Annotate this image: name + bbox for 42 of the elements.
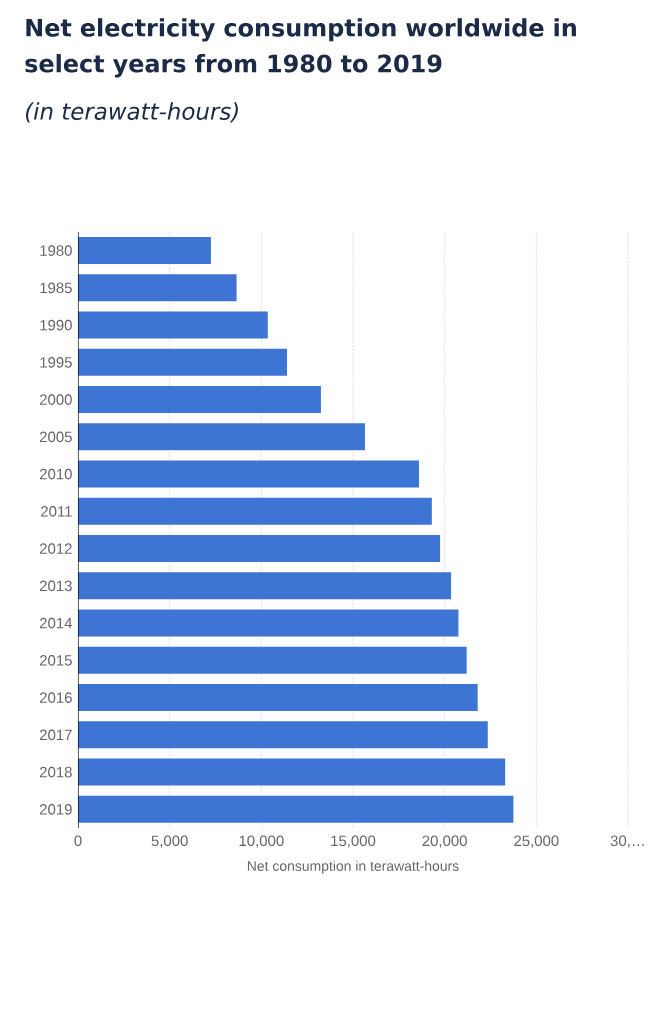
bar — [78, 684, 478, 712]
y-tick-label: 1990 — [40, 319, 72, 331]
bar — [78, 497, 432, 525]
bar — [78, 758, 506, 786]
chart-title: Net electricity consumption worldwide in select years from 1980 to 2019 — [25, 18, 576, 78]
bar — [78, 311, 268, 339]
bar — [78, 646, 467, 674]
x-tick-label: 25,000 — [514, 835, 559, 848]
y-tick-label: 1985 — [40, 282, 72, 294]
bar — [78, 423, 365, 451]
bar — [78, 609, 459, 637]
y-tick-label: 2015 — [39, 655, 72, 666]
x-tick-label: 15,000 — [331, 835, 376, 848]
y-tick-label: 2010 — [39, 468, 72, 480]
y-tick-label: 1995 — [40, 357, 72, 368]
bar — [78, 460, 419, 488]
chart-subtitle: (in terawatt-hours) — [25, 102, 238, 123]
y-tick-label: 2019 — [39, 804, 72, 815]
y-tick-label: 2013 — [39, 580, 72, 592]
bar — [78, 237, 211, 265]
bar — [78, 572, 452, 600]
bar — [78, 386, 321, 414]
y-tick-label: 1980 — [40, 245, 72, 256]
y-tick-label: 2018 — [39, 766, 72, 778]
bar — [78, 795, 514, 823]
bar — [78, 535, 441, 563]
bar — [78, 274, 237, 302]
bar — [78, 348, 287, 376]
x-tick-label: 0 — [74, 835, 82, 847]
x-tick-label: 20,000 — [422, 835, 467, 848]
x-tick-label: 30,… — [610, 835, 644, 848]
y-tick-label: 2014 — [39, 617, 73, 629]
y-tick-label: 2011 — [41, 506, 72, 517]
y-tick-label: 2017 — [39, 729, 72, 741]
y-tick-label: 2016 — [39, 692, 72, 703]
x-axis-title: Net consumption in terawatt-hours — [247, 860, 459, 874]
y-tick-label: 2012 — [39, 543, 72, 554]
bar — [78, 721, 488, 749]
x-tick-label: 5,000 — [151, 835, 188, 848]
x-tick-label: 10,000 — [239, 835, 284, 848]
y-tick-label: 2000 — [39, 394, 72, 405]
y-tick-label: 2005 — [39, 431, 72, 443]
